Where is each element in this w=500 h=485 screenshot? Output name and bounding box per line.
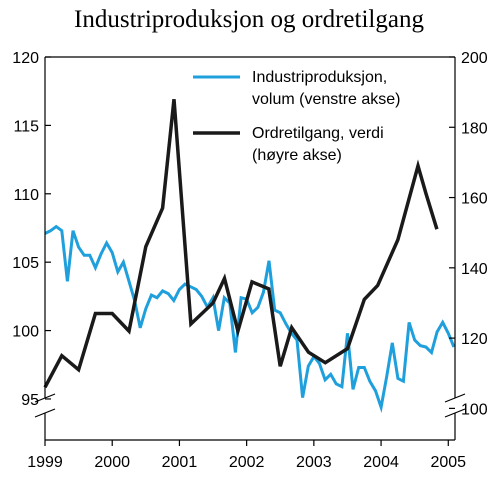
- right-y-tick-label: 200: [461, 50, 488, 67]
- right-y-tick-label: 180: [461, 120, 488, 137]
- x-tick-label: 2004: [363, 454, 399, 471]
- right-y-tick-label: 100: [461, 401, 488, 418]
- left-y-tick-label: 110: [13, 187, 39, 204]
- right-y-tick-label: 160: [461, 191, 488, 208]
- left-axis-break-mark: [34, 408, 56, 418]
- x-tick-label: 1999: [27, 454, 63, 471]
- x-tick-label: 2000: [94, 454, 130, 471]
- right-y-tick-label: 140: [461, 261, 488, 278]
- legend-label: Ordretilgang, verdi (høyre akse): [252, 125, 384, 164]
- series-line-industriproduksjon: [44, 224, 456, 414]
- left-y-tick-label: 115: [13, 118, 39, 135]
- left-y-tick-label: 120: [12, 50, 39, 67]
- left-axis-break-mark: [34, 393, 56, 403]
- x-tick-label: 2005: [430, 454, 466, 471]
- x-tick-label: 2002: [229, 454, 265, 471]
- x-tick-label: 2003: [296, 454, 332, 471]
- left-y-tick-label: 105: [12, 255, 39, 272]
- left-y-tick-label: 95: [21, 392, 39, 409]
- right-axis-break-mark: [444, 393, 466, 403]
- right-y-tick-label: 120: [461, 331, 488, 348]
- legend-label: Industriproduksjon, volum (venstre akse): [252, 69, 401, 108]
- right-axis-break-mark: [444, 408, 466, 418]
- x-tick-label: 2001: [162, 454, 198, 471]
- left-y-tick-label: 100: [12, 324, 39, 341]
- chart-title: Industriproduksjon og ordretilgang: [74, 6, 424, 33]
- series-line-ordretilgang: [43, 99, 439, 389]
